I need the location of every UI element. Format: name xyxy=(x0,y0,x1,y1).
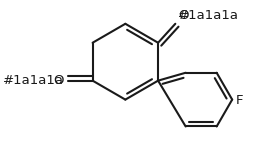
Text: O: O xyxy=(54,74,64,87)
Text: #1a1a1a: #1a1a1a xyxy=(178,9,239,22)
Text: O: O xyxy=(178,9,188,22)
Text: F: F xyxy=(236,94,243,107)
Text: #1a1a1a: #1a1a1a xyxy=(3,74,64,87)
